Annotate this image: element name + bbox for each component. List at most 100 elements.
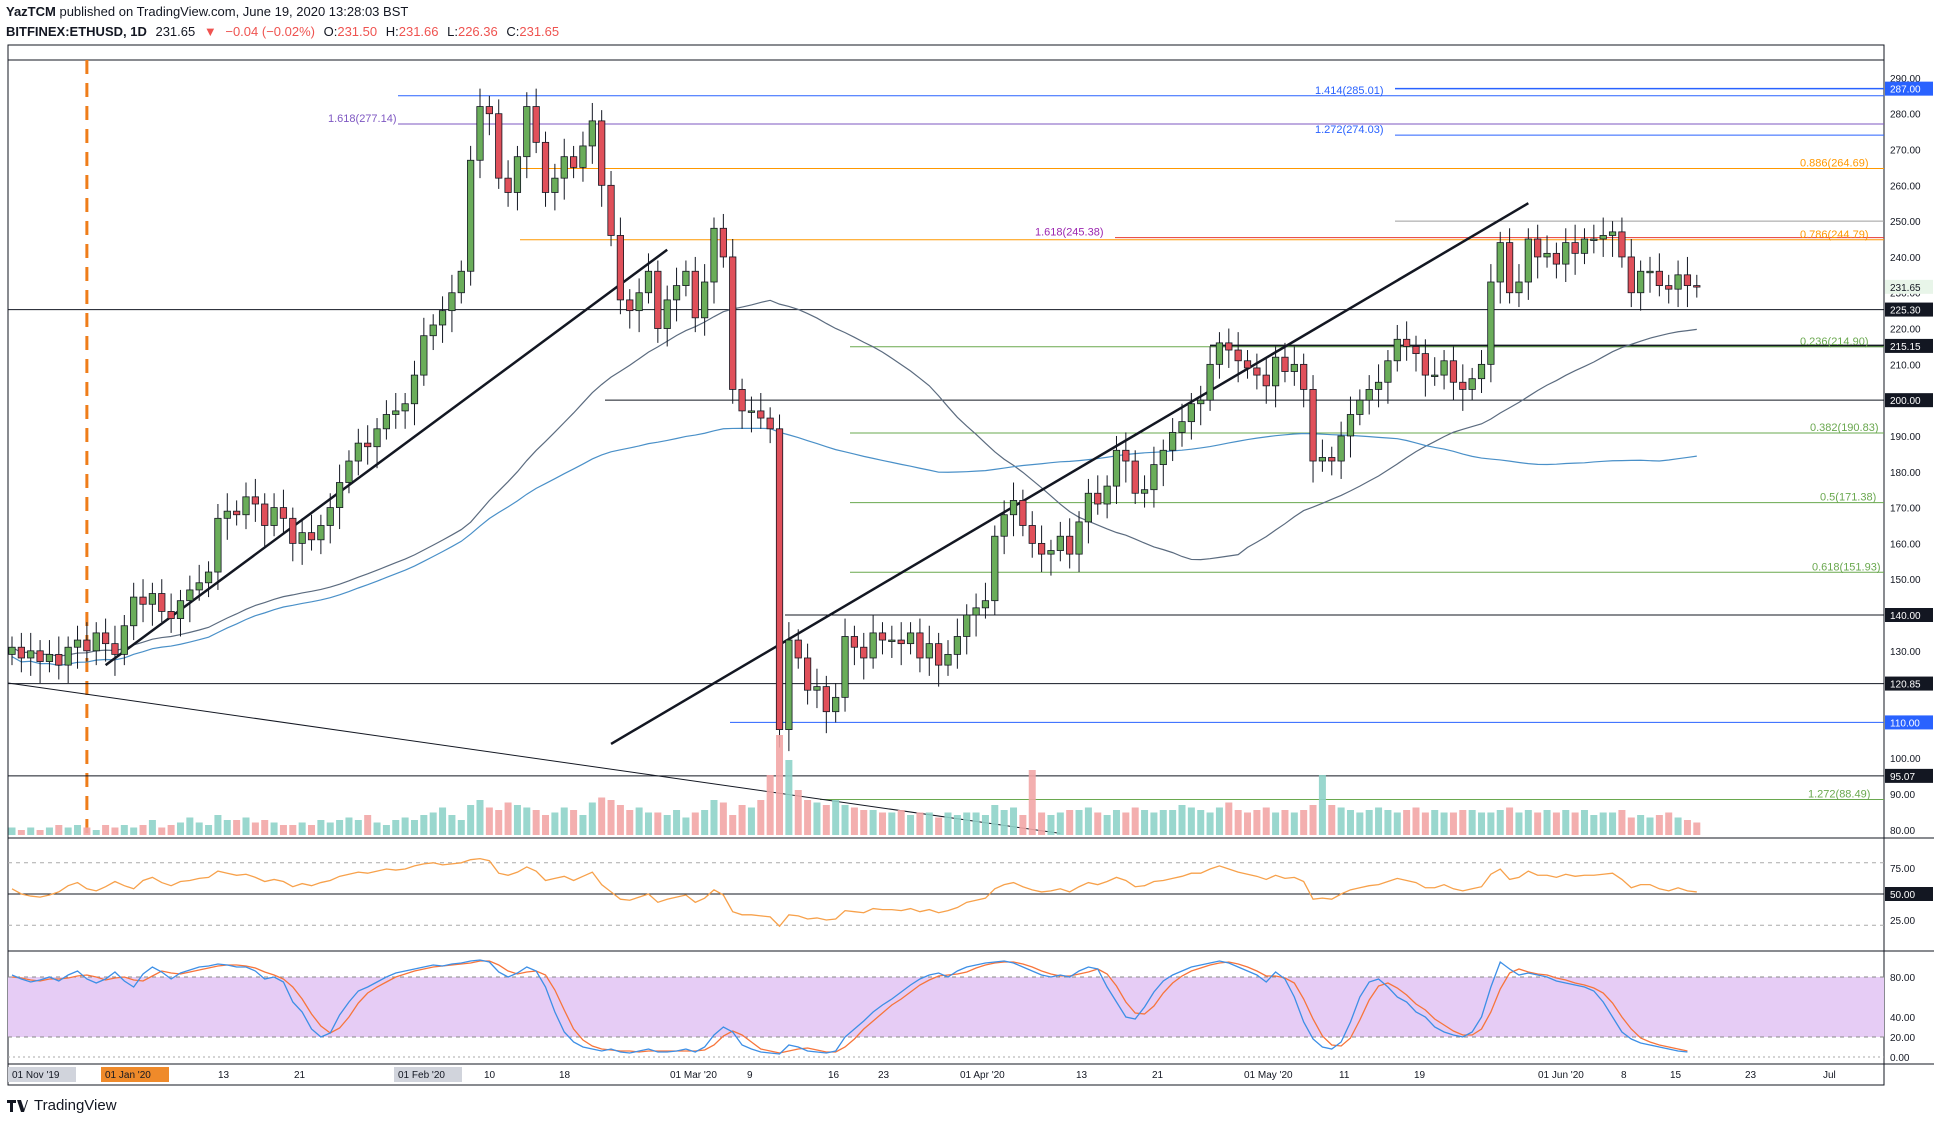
candle[interactable] [897,622,905,666]
candle[interactable] [148,582,156,626]
candle[interactable] [476,88,484,179]
candle[interactable] [682,260,690,297]
candle[interactable] [710,217,718,304]
candle[interactable] [635,278,643,333]
candle[interactable] [1506,228,1514,304]
candle[interactable] [775,414,784,748]
candle[interactable] [719,213,727,268]
candle[interactable] [1440,350,1448,390]
candle[interactable] [55,636,63,680]
candle[interactable] [27,632,35,676]
candle[interactable] [1590,224,1598,254]
candle[interactable] [1552,242,1560,279]
candle[interactable] [1627,239,1635,308]
candle[interactable] [963,604,971,655]
candle[interactable] [691,256,699,333]
candle[interactable] [242,482,250,530]
candle[interactable] [1290,346,1298,386]
candle[interactable] [1665,274,1673,304]
candle[interactable] [626,289,634,329]
candle[interactable] [935,632,943,687]
publisher-name[interactable]: YazTCM [6,4,56,19]
candle[interactable] [1112,435,1121,504]
candle[interactable] [1562,228,1570,282]
candle[interactable] [1131,450,1139,504]
candle[interactable] [504,160,512,207]
candle[interactable] [186,575,194,623]
candle[interactable] [261,493,269,547]
candle[interactable] [1038,525,1046,573]
candle[interactable] [991,525,999,615]
candle[interactable] [1524,228,1532,300]
candle[interactable] [289,507,297,562]
candle[interactable] [92,622,100,666]
candle[interactable] [1028,511,1036,558]
candle[interactable] [120,615,128,666]
candle[interactable] [401,393,409,429]
candle[interactable] [1421,339,1429,397]
candle[interactable] [1374,364,1383,408]
candle[interactable] [1159,439,1167,487]
candle[interactable] [270,493,278,537]
candle[interactable] [738,378,746,429]
candle[interactable] [663,285,671,347]
candle[interactable] [8,636,16,666]
candle[interactable] [1318,439,1326,472]
candle[interactable] [672,267,681,322]
candle[interactable] [570,145,578,179]
candle[interactable] [1534,224,1542,279]
candle[interactable] [523,92,531,179]
candle[interactable] [195,564,203,601]
candle[interactable] [1431,357,1439,386]
footer-brand[interactable]: TradingView [6,1096,117,1114]
candle[interactable] [822,675,830,734]
candle[interactable] [1140,475,1149,508]
candle[interactable] [607,171,615,247]
candle[interactable] [1300,353,1308,408]
candle[interactable] [1693,274,1701,298]
candle[interactable] [888,625,896,658]
candle[interactable] [598,110,606,207]
candle[interactable] [1337,421,1345,479]
candle[interactable] [1683,256,1692,308]
candle[interactable] [841,618,849,712]
candle[interactable] [1365,375,1373,415]
candle[interactable] [757,393,765,429]
candle[interactable] [1449,346,1458,401]
candle[interactable] [467,145,475,286]
candle[interactable] [139,579,147,623]
candle[interactable] [1253,353,1261,390]
candle[interactable] [1019,489,1027,537]
candle[interactable] [766,407,774,444]
candle[interactable] [541,131,550,207]
candle[interactable] [1618,217,1626,268]
candle[interactable] [1206,346,1214,411]
candle[interactable] [513,145,522,211]
candle[interactable] [382,400,391,440]
candle[interactable] [167,593,175,633]
candle[interactable] [1468,367,1476,401]
candle[interactable] [1272,346,1280,408]
candle[interactable] [1225,328,1233,368]
candle[interactable] [644,253,653,304]
candle[interactable] [916,618,924,673]
candle[interactable] [1215,332,1224,379]
candle[interactable] [804,643,812,705]
candle[interactable] [420,317,428,386]
candle[interactable] [1459,364,1467,411]
candle[interactable] [1243,350,1252,379]
candle[interactable] [73,625,82,669]
candle[interactable] [1571,224,1579,275]
candle[interactable] [1187,393,1195,440]
candle[interactable] [176,589,185,637]
candle[interactable] [860,632,868,680]
candle[interactable] [1328,446,1336,476]
candle[interactable] [326,493,334,544]
candle[interactable] [1599,217,1607,257]
candle[interactable] [204,561,213,598]
candle[interactable] [616,217,625,315]
candle[interactable] [1009,482,1018,537]
candle[interactable] [17,632,25,673]
candle[interactable] [373,418,381,469]
candle[interactable] [36,640,44,684]
